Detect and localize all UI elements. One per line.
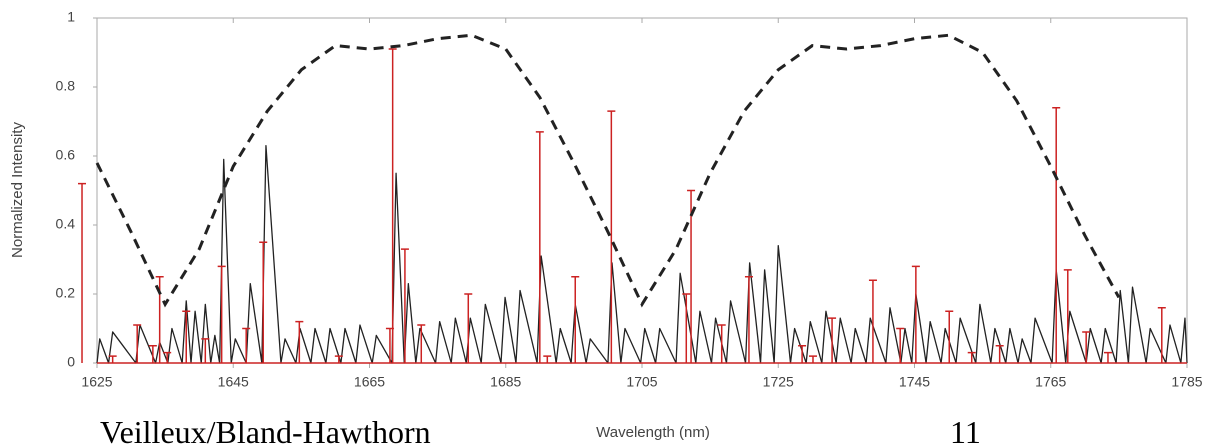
emission-line [682, 293, 691, 363]
emission-line [295, 320, 304, 363]
x-tick-label: 1685 [490, 374, 521, 390]
emission-line [334, 355, 343, 363]
y-tick-label: 0 [67, 354, 75, 370]
emission-line [259, 241, 268, 363]
footer-page: 11 [950, 414, 981, 445]
x-tick-label: 1705 [626, 374, 657, 390]
x-tick-label: 1765 [1035, 374, 1066, 390]
emission-line [133, 324, 142, 363]
emission-line [108, 355, 117, 363]
emission-line [388, 48, 397, 363]
x-tick-label: 1785 [1171, 374, 1202, 390]
filter-curve [95, 33, 1121, 308]
spectrum-line [96, 145, 1188, 364]
x-tick-label: 1625 [81, 374, 112, 390]
emission-line [808, 355, 817, 363]
emission-line [911, 265, 920, 363]
footer-author: Veilleux/Bland-Hawthorn [100, 414, 431, 445]
emission-line [182, 310, 191, 363]
emission-line [717, 324, 726, 363]
emission-line [148, 345, 157, 363]
plot-frame [96, 17, 1188, 364]
y-tick-label: 0.4 [56, 216, 76, 232]
emission-line [828, 317, 837, 363]
y-axis-title: Normalized Intensity [9, 122, 26, 258]
emission-line [571, 276, 580, 363]
y-tick-label: 0.8 [56, 78, 76, 94]
emission-line [687, 189, 696, 363]
y-tick-label: 1 [67, 9, 75, 25]
emission-line [535, 131, 544, 363]
emission-line [1082, 331, 1091, 363]
emission-line [1103, 351, 1112, 363]
emission-line [896, 327, 905, 363]
emission-line [868, 279, 877, 363]
emission-line [163, 351, 172, 363]
y-tick-label: 0.2 [56, 285, 76, 301]
emission-line [242, 327, 251, 363]
plot-marks: 0 0.2 0.4 0.6 0.8 1 1625 1645 1665 1685 1705 1725 17… [56, 9, 1203, 390]
emission-line [1157, 307, 1166, 363]
emission-line [995, 345, 1004, 363]
emission-line [400, 248, 409, 363]
emission-line [1063, 269, 1072, 363]
x-tick-label: 1745 [899, 374, 930, 390]
emission-line [1052, 106, 1061, 363]
emission-line [967, 351, 976, 363]
emission-line [217, 265, 226, 363]
emission-line [798, 345, 807, 363]
emission-line [607, 110, 616, 363]
x-axis-title: Wavelength (nm) [596, 424, 710, 441]
emission-line [744, 276, 753, 363]
emission-line [417, 324, 426, 363]
y-tick-label: 0.6 [56, 147, 76, 163]
emission-line [945, 310, 954, 363]
x-tick-label: 1725 [763, 374, 794, 390]
x-tick-label: 1665 [354, 374, 385, 390]
emission-line [201, 338, 210, 363]
x-tick-label: 1645 [218, 374, 249, 390]
emission-line [464, 293, 473, 363]
emission-line [543, 355, 552, 363]
emission-line [78, 182, 87, 363]
